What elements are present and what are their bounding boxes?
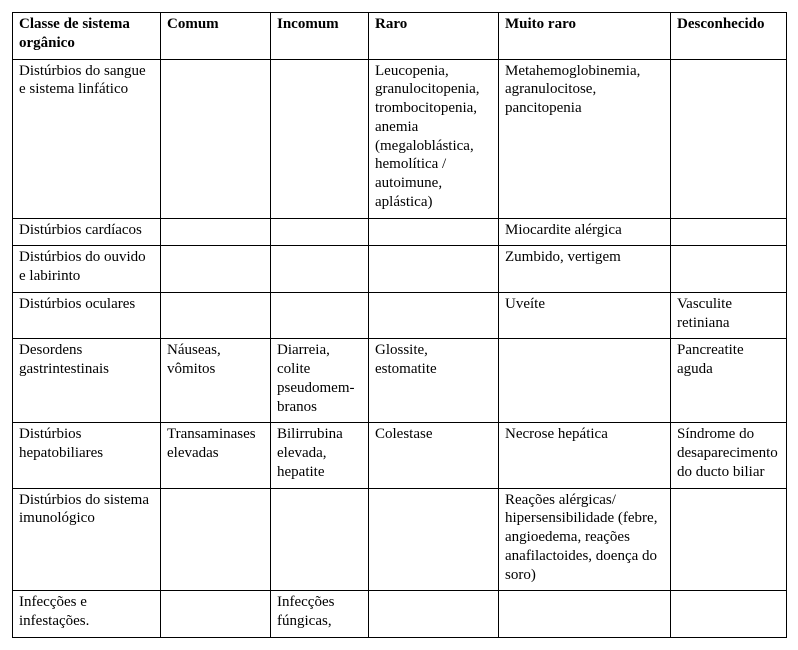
cell-incomum	[271, 488, 369, 591]
table-row: Distúrbios do sangue e sistema linfático…	[13, 59, 787, 218]
cell-muito-raro: Reações alérgicas/ hipersensibilidade (f…	[499, 488, 671, 591]
cell-desconhecido: Síndrome do desaparecimento do ducto bil…	[671, 423, 787, 488]
cell-muito-raro: Zumbido, vertigem	[499, 246, 671, 293]
col-header-comum: Comum	[161, 13, 271, 60]
table-row: Distúrbios hepatobiliares Transaminases …	[13, 423, 787, 488]
cell-classe: Distúrbios hepatobiliares	[13, 423, 161, 488]
cell-classe: Distúrbios oculares	[13, 292, 161, 339]
cell-muito-raro: Uveíte	[499, 292, 671, 339]
cell-desconhecido: Vasculite retiniana	[671, 292, 787, 339]
cell-incomum: Infecções fúngicas,	[271, 591, 369, 638]
cell-raro: Glossite, estomatite	[369, 339, 499, 423]
cell-classe: Distúrbios do sistema imunológico	[13, 488, 161, 591]
cell-comum	[161, 246, 271, 293]
cell-raro	[369, 218, 499, 246]
cell-classe: Distúrbios do sangue e sistema linfático	[13, 59, 161, 218]
table-header: Classe de sistema orgânico Comum Incomum…	[13, 13, 787, 60]
cell-desconhecido: Pancreatite aguda	[671, 339, 787, 423]
table-row: Infecções e infestações. Infecções fúngi…	[13, 591, 787, 638]
cell-muito-raro: Necrose hepática	[499, 423, 671, 488]
cell-classe: Desordens gastrintestinais	[13, 339, 161, 423]
table-body: Distúrbios do sangue e sistema linfático…	[13, 59, 787, 637]
cell-muito-raro: Miocardite alérgica	[499, 218, 671, 246]
cell-comum	[161, 218, 271, 246]
cell-incomum: Diarreia, colite pseudomem-branos	[271, 339, 369, 423]
cell-comum	[161, 488, 271, 591]
col-header-raro: Raro	[369, 13, 499, 60]
table-row: Distúrbios do sistema imunológico Reaçõe…	[13, 488, 787, 591]
cell-comum	[161, 292, 271, 339]
col-header-muito-raro: Muito raro	[499, 13, 671, 60]
cell-raro: Leucopenia, granulocitopenia, trombocito…	[369, 59, 499, 218]
cell-classe: Distúrbios do ouvido e labirinto	[13, 246, 161, 293]
cell-desconhecido	[671, 488, 787, 591]
cell-incomum	[271, 59, 369, 218]
col-header-desconhecido: Desconhecido	[671, 13, 787, 60]
cell-comum	[161, 59, 271, 218]
cell-raro	[369, 292, 499, 339]
cell-raro: Colestase	[369, 423, 499, 488]
cell-desconhecido	[671, 218, 787, 246]
cell-raro	[369, 246, 499, 293]
cell-raro	[369, 591, 499, 638]
cell-comum: Náuseas, vômitos	[161, 339, 271, 423]
cell-muito-raro	[499, 339, 671, 423]
cell-incomum	[271, 292, 369, 339]
table-row: Desordens gastrintestinais Náuseas, vômi…	[13, 339, 787, 423]
col-header-incomum: Incomum	[271, 13, 369, 60]
table-row: Distúrbios cardíacos Miocardite alérgica	[13, 218, 787, 246]
cell-comum	[161, 591, 271, 638]
adverse-effects-table: Classe de sistema orgânico Comum Incomum…	[12, 12, 787, 638]
cell-classe: Infecções e infestações.	[13, 591, 161, 638]
cell-desconhecido	[671, 246, 787, 293]
cell-incomum	[271, 218, 369, 246]
table-row: Distúrbios oculares Uveíte Vasculite ret…	[13, 292, 787, 339]
cell-classe: Distúrbios cardíacos	[13, 218, 161, 246]
header-row: Classe de sistema orgânico Comum Incomum…	[13, 13, 787, 60]
cell-desconhecido	[671, 591, 787, 638]
cell-raro	[369, 488, 499, 591]
cell-incomum: Bilirrubina elevada, hepatite	[271, 423, 369, 488]
col-header-classe: Classe de sistema orgânico	[13, 13, 161, 60]
cell-muito-raro	[499, 591, 671, 638]
cell-muito-raro: Metahemoglobinemia, agranulocitose, panc…	[499, 59, 671, 218]
table-row: Distúrbios do ouvido e labirinto Zumbido…	[13, 246, 787, 293]
cell-desconhecido	[671, 59, 787, 218]
cell-comum: Transaminases elevadas	[161, 423, 271, 488]
cell-incomum	[271, 246, 369, 293]
